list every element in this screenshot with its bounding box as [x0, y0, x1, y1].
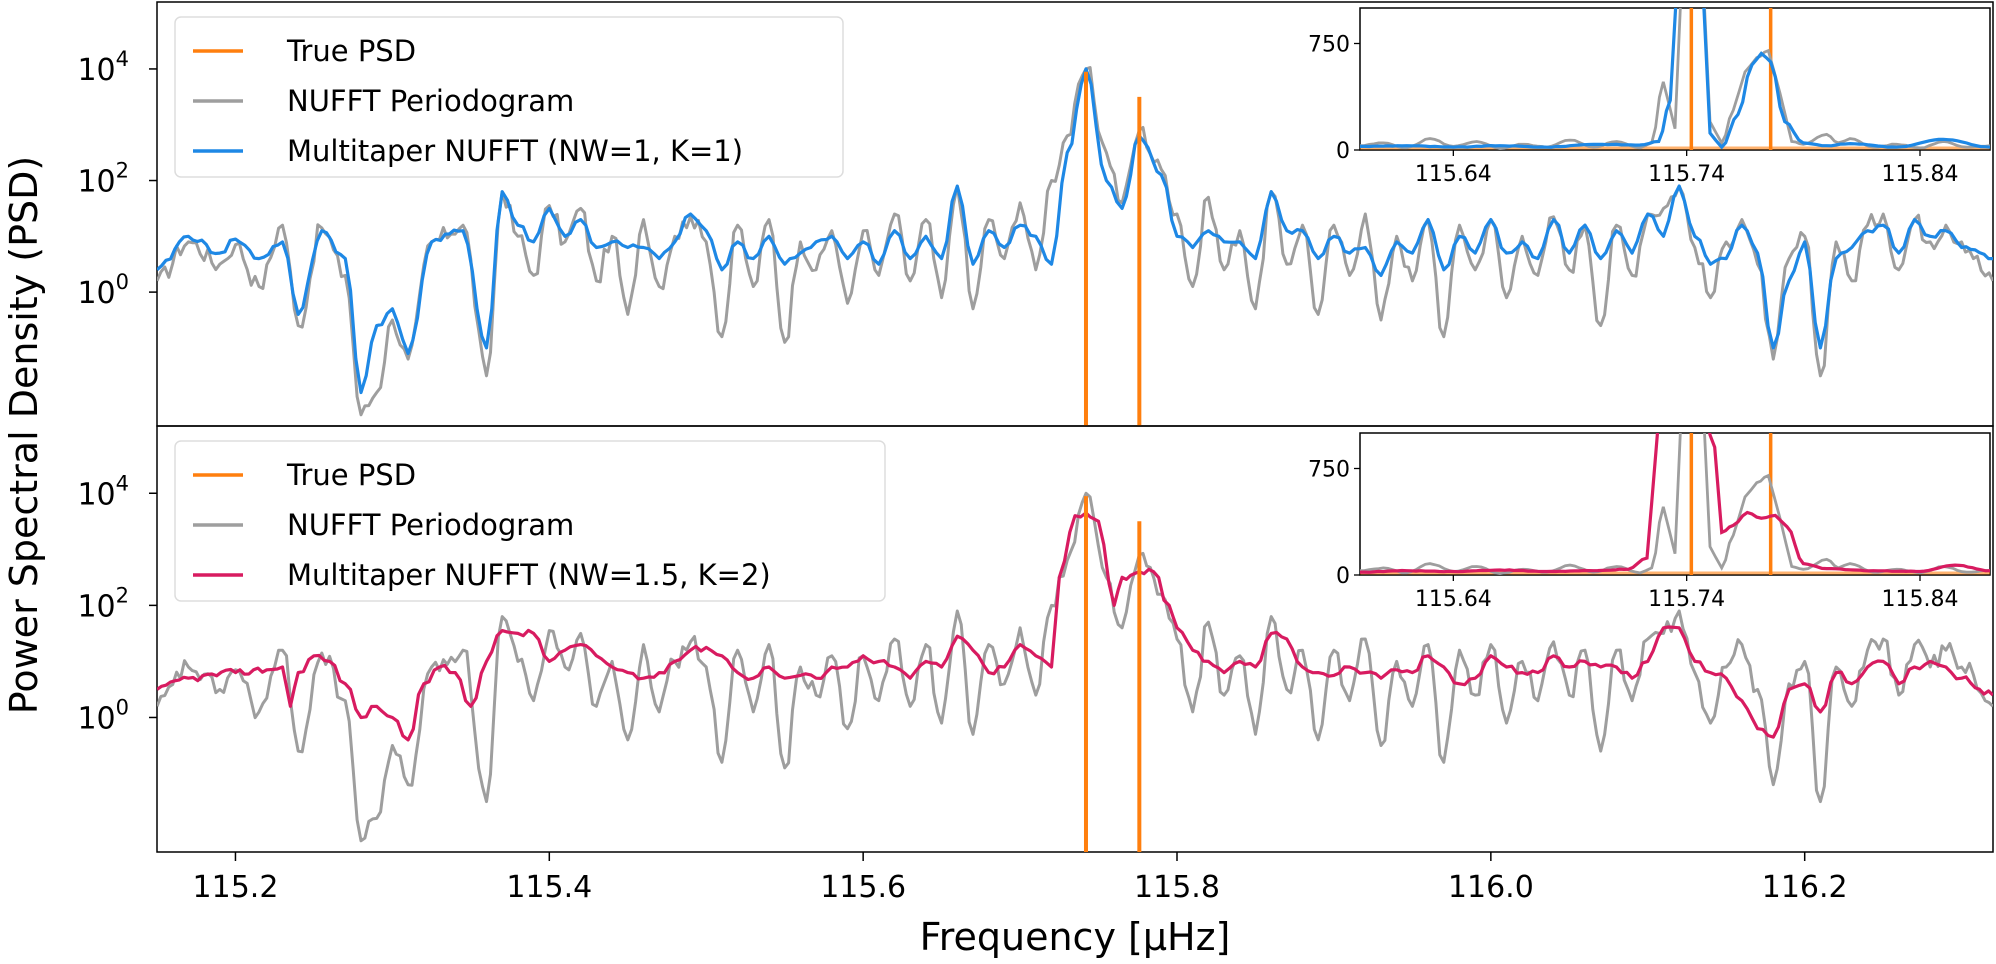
multitaper-line: [157, 67, 1993, 395]
legend-label: Multitaper NUFFT (NW=1, K=1): [287, 134, 743, 168]
inset-plot-area: [1360, 8, 1990, 150]
y-tick-label: 100: [77, 270, 129, 311]
inset-x-tick-label: 115.74: [1648, 162, 1725, 187]
multitaper-line: [157, 511, 1993, 742]
plot-frame: [156, 425, 1994, 853]
inset-y-tick-label: 750: [1308, 33, 1350, 58]
legend-box: [174, 440, 886, 602]
inset-y-tick-label: 750: [1308, 458, 1350, 483]
x-tick-label: 115.2: [193, 870, 279, 905]
x-tick-label: 115.6: [820, 870, 906, 905]
inset-multitaper-line: [1360, 433, 1990, 574]
inset-multitaper-line: [1360, 8, 1990, 150]
y-tick-label: 104: [77, 471, 129, 512]
inset-x-tick-label: 115.84: [1882, 587, 1959, 612]
inset-plot-area: [1360, 433, 1990, 575]
inset-x-tick-label: 115.74: [1648, 587, 1725, 612]
inset-y-tick-label: 0: [1336, 139, 1350, 164]
legend-label: True PSD: [286, 458, 416, 492]
x-tick-label: 115.8: [1134, 870, 1220, 905]
plot-area: [157, 66, 1993, 426]
periodogram-line: [157, 491, 1993, 843]
legend-label: NUFFT Periodogram: [287, 84, 574, 118]
legend-label: NUFFT Periodogram: [287, 508, 574, 542]
x-tick-label: 115.4: [506, 870, 592, 905]
inset-x-tick-label: 115.64: [1415, 587, 1492, 612]
y-tick-label: 100: [77, 695, 129, 736]
legend-box: [174, 16, 844, 178]
top-panel: 104 102 100 True PSD NUFFT Periodogram Multit…: [77, 1, 1994, 427]
inset-y-tick-label: 0: [1336, 564, 1350, 589]
inset-x-tick-label: 115.84: [1882, 162, 1959, 187]
x-axis-label: Frequency [μHz]: [920, 915, 1231, 959]
y-axis-label: Power Spectral Density (PSD): [2, 156, 46, 714]
x-tick-label: 116.2: [1762, 870, 1848, 905]
x-axis: 115.2 115.4 115.6 115.8 116.0 116.2: [193, 852, 1848, 905]
y-tick-label: 102: [77, 159, 129, 200]
y-tick-label: 104: [77, 47, 129, 88]
x-tick-label: 116.0: [1448, 870, 1534, 905]
plot-area: [157, 491, 1993, 852]
legend-label: True PSD: [286, 34, 416, 68]
bottom-panel: 104 102 100 True PSD NUFFT Periodogram Multit…: [77, 425, 1994, 853]
y-tick-label: 102: [77, 583, 129, 624]
legend-label: Multitaper NUFFT (NW=1.5, K=2): [287, 558, 771, 592]
inset-x-tick-label: 115.64: [1415, 162, 1492, 187]
